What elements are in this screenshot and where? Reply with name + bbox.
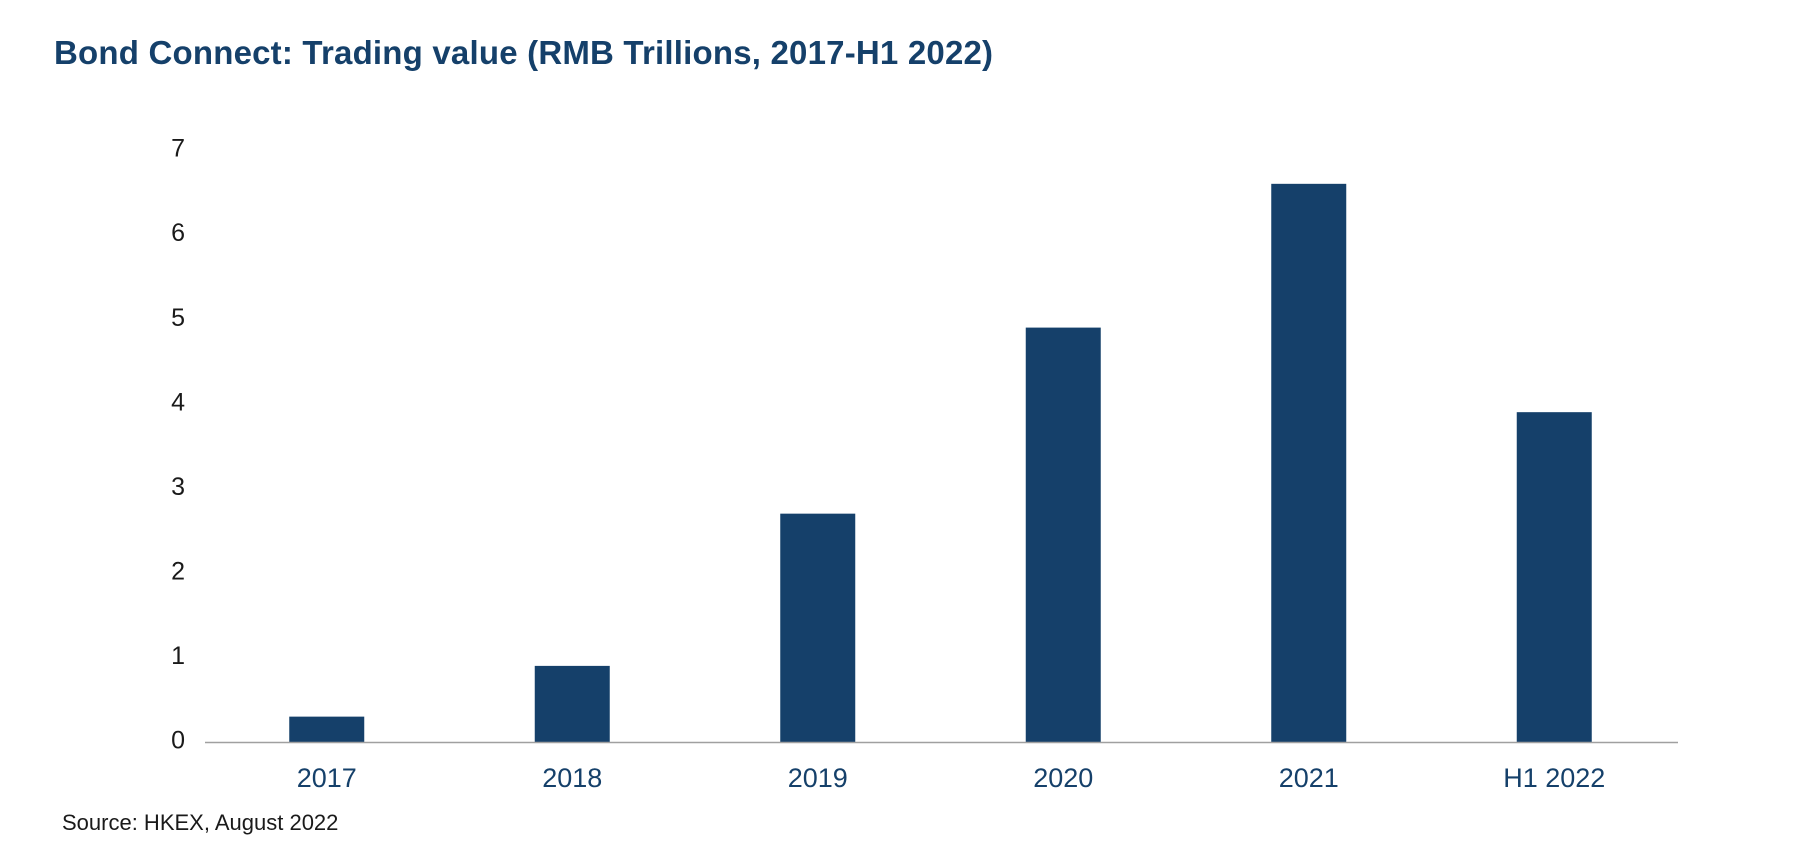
bar-2020 [1025,327,1101,742]
x-tick-label: 2020 [1033,763,1093,793]
bar-2019 [780,513,856,742]
y-tick-label: 6 [171,219,185,247]
x-tick-label: 2019 [788,763,848,793]
chart-title: Bond Connect: Trading value (RMB Trillio… [54,34,994,71]
x-tick-label: 2021 [1279,763,1339,793]
y-tick-label: 4 [171,388,185,416]
x-axis-ticks: 2017 2018 2019 2020 2021 H1 2022 [297,763,1606,793]
bar-2021 [1271,183,1347,743]
y-tick-label: 0 [171,727,185,755]
x-tick-label: H1 2022 [1503,763,1605,793]
bar-2018 [534,665,610,742]
y-tick-label: 3 [171,473,185,501]
y-tick-label: 1 [171,642,185,670]
y-axis-ticks: 0 1 2 3 4 5 6 7 [171,135,185,755]
source-note: Source: HKEX, August 2022 [62,810,339,835]
y-tick-label: 2 [171,557,185,585]
y-tick-label: 7 [171,135,185,163]
bars [289,183,1592,743]
y-tick-label: 5 [171,304,185,332]
bar-2017 [289,716,365,742]
x-tick-label: 2017 [297,763,357,793]
x-tick-label: 2018 [542,763,602,793]
bar-h1-2022 [1516,412,1592,742]
